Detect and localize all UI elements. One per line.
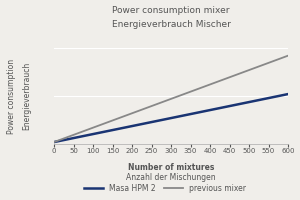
Text: Anzahl der Mischungen: Anzahl der Mischungen xyxy=(126,173,216,182)
Text: Power consumption mixer: Power consumption mixer xyxy=(112,6,230,15)
Text: Number of mixtures: Number of mixtures xyxy=(128,163,214,172)
Text: Energieverbrauch: Energieverbrauch xyxy=(22,62,32,130)
Legend: Masa HPM 2, previous mixer: Masa HPM 2, previous mixer xyxy=(81,181,249,196)
Text: Power consumption: Power consumption xyxy=(8,58,16,134)
Text: Energieverbrauch Mischer: Energieverbrauch Mischer xyxy=(112,20,230,29)
